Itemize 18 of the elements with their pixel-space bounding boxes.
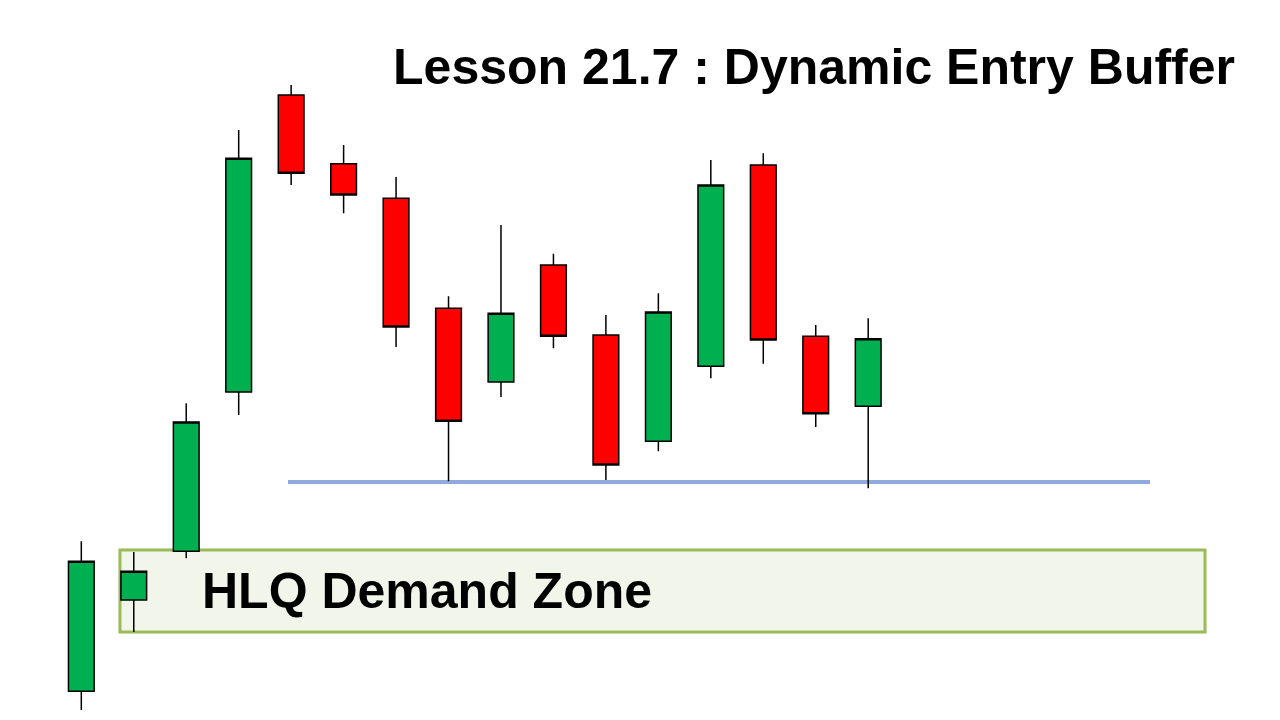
candlestick (120, 551, 148, 633)
chart-title: Lesson 21.7 : Dynamic Entry Buffer (393, 38, 1235, 95)
candlestick (697, 159, 725, 379)
candlestick (67, 540, 95, 710)
candlestick (330, 144, 358, 214)
candlestick (225, 129, 253, 416)
candlestick (802, 324, 830, 428)
candlestick (644, 292, 672, 452)
candlestick (434, 295, 463, 482)
band-label: HLQ Demand Zone (202, 563, 653, 619)
candlestick (539, 253, 568, 349)
candlestick (749, 152, 777, 365)
candlestick (487, 224, 515, 398)
candlestick (854, 317, 882, 489)
candlestick (592, 314, 620, 481)
candlestick (277, 85, 305, 186)
candlestick (382, 176, 410, 348)
candlestick (172, 402, 200, 559)
